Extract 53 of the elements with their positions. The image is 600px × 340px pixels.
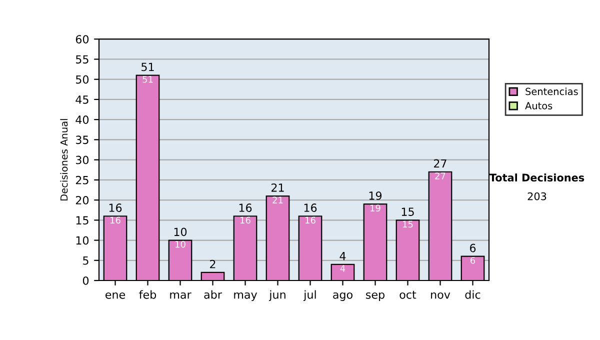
total-label: 16 — [109, 204, 122, 212]
total-label: 6 — [470, 244, 476, 252]
total-label: 10 — [174, 228, 187, 236]
total-label: 16 — [239, 204, 252, 212]
legend-label: Autos — [525, 102, 552, 110]
x-tick-label: mar — [170, 292, 192, 299]
y-tick-label: 0 — [82, 276, 89, 285]
data-label: 10 — [176, 240, 186, 248]
data-label: 27 — [435, 172, 446, 180]
data-label: 15 — [403, 220, 413, 228]
data-label: 4 — [340, 265, 346, 272]
data-label: 19 — [370, 204, 380, 212]
y-tick-label: 50 — [76, 75, 89, 84]
total-label: 2 — [210, 260, 216, 268]
x-tick-label: sep — [366, 292, 384, 301]
x-tick-label: abr — [204, 290, 222, 299]
x-tick-label: may — [234, 292, 258, 301]
x-tick-label: feb — [139, 290, 156, 299]
x-tick-label: nov — [431, 292, 450, 299]
data-label: 16 — [110, 216, 120, 224]
y-tick-label: 15 — [76, 216, 88, 225]
x-tick-label: oct — [400, 290, 416, 299]
x-tick-label: jul — [303, 290, 316, 301]
y-tick-label: 5 — [83, 256, 88, 265]
total-label: 27 — [434, 159, 446, 168]
total-label: 15 — [402, 208, 414, 216]
y-tick-label: 55 — [76, 55, 88, 64]
total-label: 19 — [369, 191, 382, 200]
data-label: 6 — [470, 256, 476, 264]
y-tick-label: 45 — [76, 96, 88, 104]
data-label: 16 — [306, 216, 316, 224]
y-tick-label: 20 — [76, 196, 89, 204]
y-tick-label: 25 — [76, 176, 88, 184]
text: 203 — [528, 192, 546, 200]
x-tick-label: dic — [465, 290, 480, 299]
y-tick-label: 30 — [76, 156, 89, 164]
total-label: 16 — [304, 204, 317, 212]
data-label: 51 — [142, 76, 153, 83]
y-axis-title: Decisiones Anual — [60, 119, 68, 200]
total-label: 51 — [142, 62, 154, 72]
total-label: 4 — [340, 252, 346, 260]
data-label: 16 — [240, 216, 250, 224]
text: Total Decisiones — [489, 173, 584, 182]
total-label: 21 — [271, 183, 284, 192]
y-tick-label: 10 — [76, 236, 89, 245]
x-tick-label: ago — [333, 292, 352, 301]
data-label: 21 — [272, 196, 283, 204]
y-tick-label: 35 — [76, 136, 88, 144]
x-tick-label: ene — [106, 292, 126, 299]
y-tick-label: 40 — [76, 116, 89, 124]
x-tick-label: jun — [268, 290, 286, 301]
legend-label: Sentencias — [526, 88, 578, 96]
y-tick-label: 60 — [76, 35, 89, 44]
